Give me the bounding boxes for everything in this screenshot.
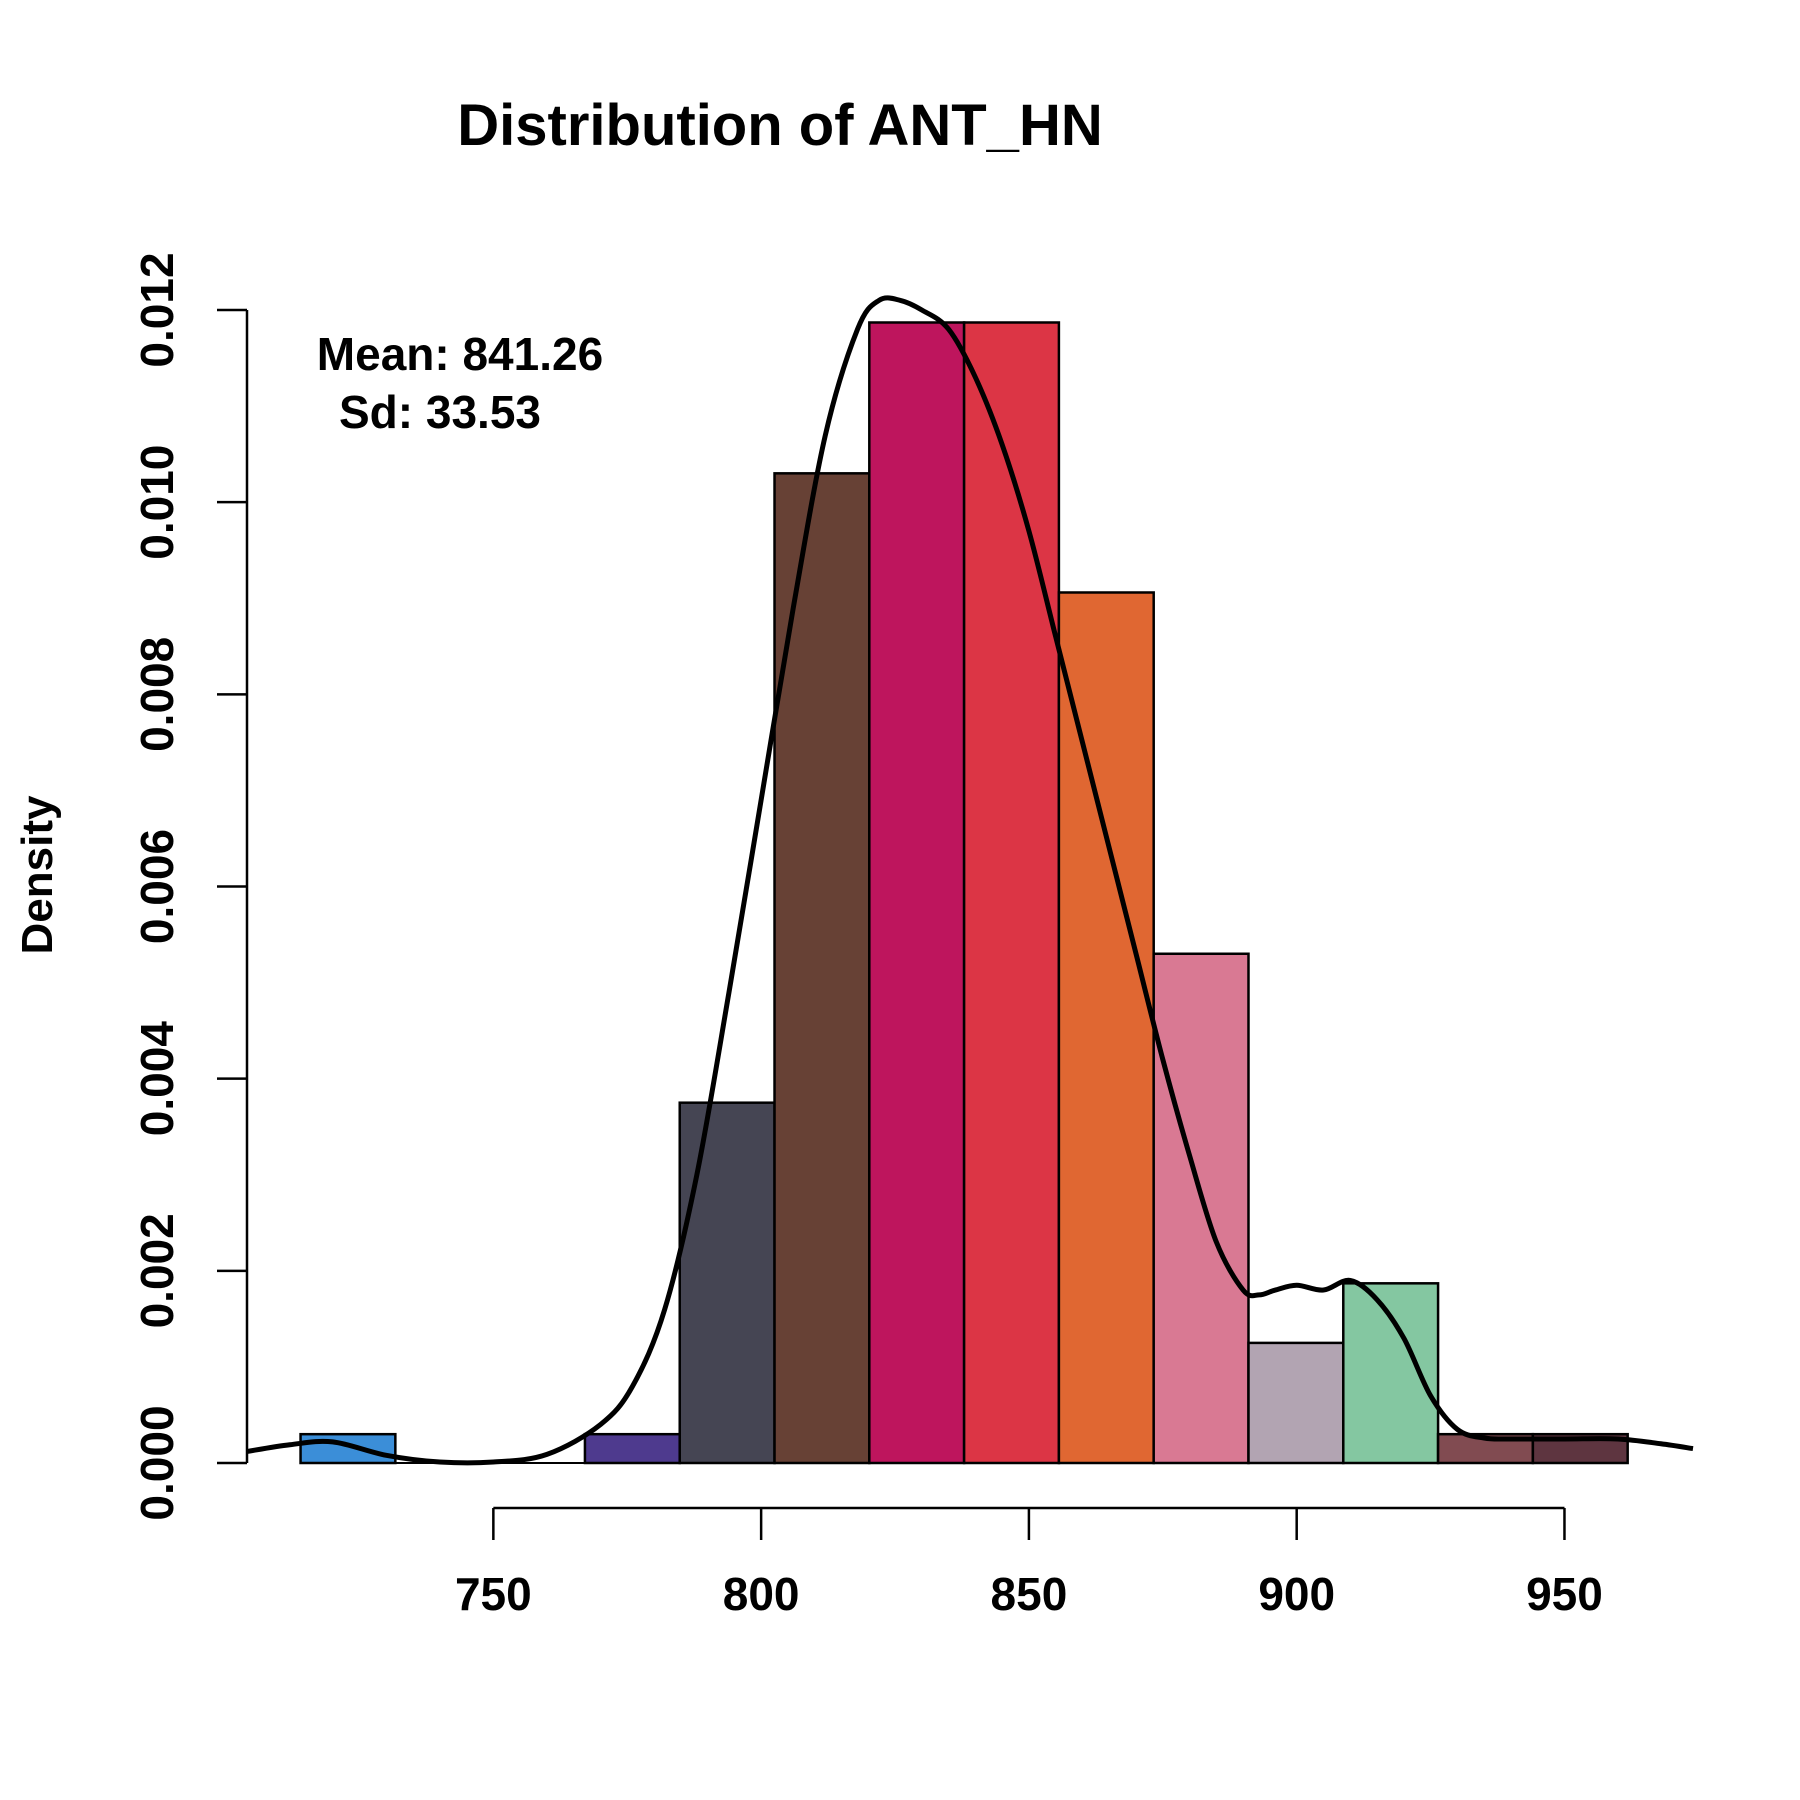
histogram-bar: [1057, 591, 1155, 1465]
mean-annotation: Mean: 841.26: [317, 328, 603, 380]
y-tick-label: 0.000: [131, 1405, 183, 1520]
y-axis: 0.000 0.002 0.004 0.006 0.008 0.010 0.012: [131, 252, 249, 1521]
x-tick-label: 750: [455, 1568, 532, 1620]
y-tick-label: 0.006: [131, 829, 183, 944]
density-curve: [246, 295, 1694, 1466]
x-axis: 750 800 850 900 950: [455, 1506, 1603, 1620]
density-curve-layer: [246, 295, 1694, 1466]
y-tick-label: 0.010: [131, 445, 183, 560]
histogram-bar: [299, 1432, 397, 1465]
histogram-bar: [583, 1432, 681, 1465]
y-tick-label: 0.004: [131, 1021, 183, 1137]
histogram-bar: [678, 1101, 776, 1465]
y-axis-label: Density: [13, 795, 62, 954]
histogram-bar: [962, 321, 1061, 1465]
bars-layer: [299, 321, 1629, 1465]
histogram-bar: [1152, 952, 1250, 1465]
y-tick-label: 0.008: [131, 637, 183, 752]
x-tick-label: 800: [723, 1568, 800, 1620]
y-tick-label: 0.012: [131, 252, 183, 367]
x-tick-label: 900: [1258, 1568, 1335, 1620]
x-tick-label: 850: [991, 1568, 1068, 1620]
y-tick-label: 0.002: [131, 1213, 183, 1328]
histogram-bar: [1247, 1341, 1345, 1465]
histogram-bar: [868, 321, 966, 1465]
chart-title: Distribution of ANT_HN: [457, 93, 1102, 158]
sd-annotation: Sd: 33.53: [339, 386, 541, 438]
histogram-bar: [1342, 1282, 1440, 1465]
x-tick-label: 950: [1526, 1568, 1603, 1620]
